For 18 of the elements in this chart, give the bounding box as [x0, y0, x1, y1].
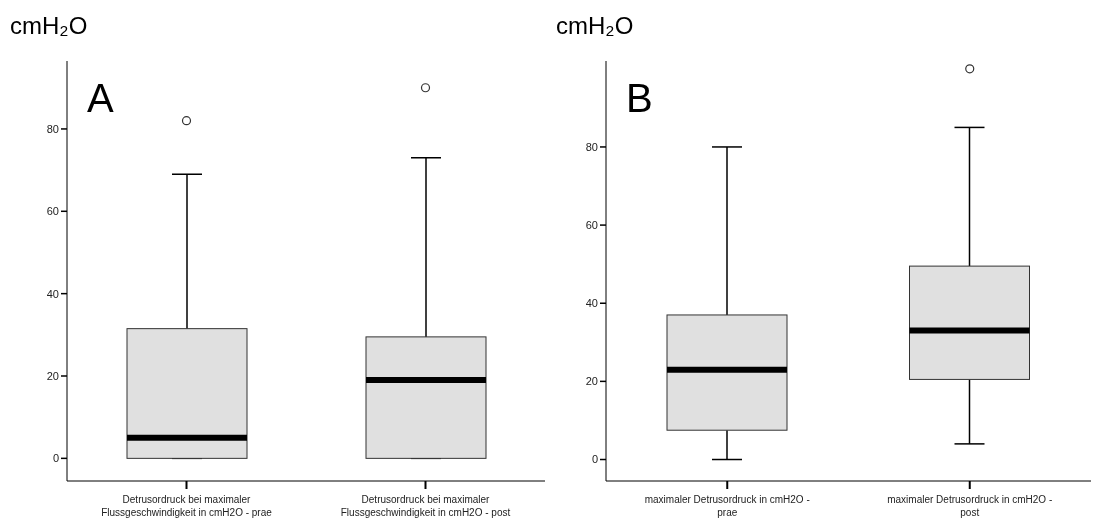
x-tick-label: Detrusordruck bei maximaler Flussgeschwindigkeit in cmH2O - post [340, 494, 511, 518]
x-tick-label: maximaler Detrusordruck in cmH2O - post [887, 494, 1053, 518]
y-axis-title: cmH₂O [10, 12, 88, 40]
annotation: B [626, 76, 653, 120]
x-tick-label: maximaler Detrusordruck in cmH2O - prae [644, 494, 810, 518]
y-tick-label: 80 [46, 122, 59, 135]
annotation: A [87, 76, 114, 120]
y-tick-label: 60 [585, 219, 598, 231]
y-tick-label: 0 [52, 452, 59, 465]
y-tick-label: 60 [46, 205, 59, 218]
y-tick-label: 40 [585, 297, 598, 310]
y-tick-label: 0 [591, 453, 598, 466]
y-tick-label: 80 [585, 140, 598, 153]
y-axis-title: cmH₂O [556, 12, 634, 40]
y-tick-label: 40 [46, 287, 59, 300]
y-tick-label: 20 [46, 369, 59, 382]
x-tick-label: Detrusordruck bei maximaler Flussgeschwindigkeit in cmH2O - prae [101, 494, 273, 518]
y-tick-label: 20 [585, 375, 598, 388]
